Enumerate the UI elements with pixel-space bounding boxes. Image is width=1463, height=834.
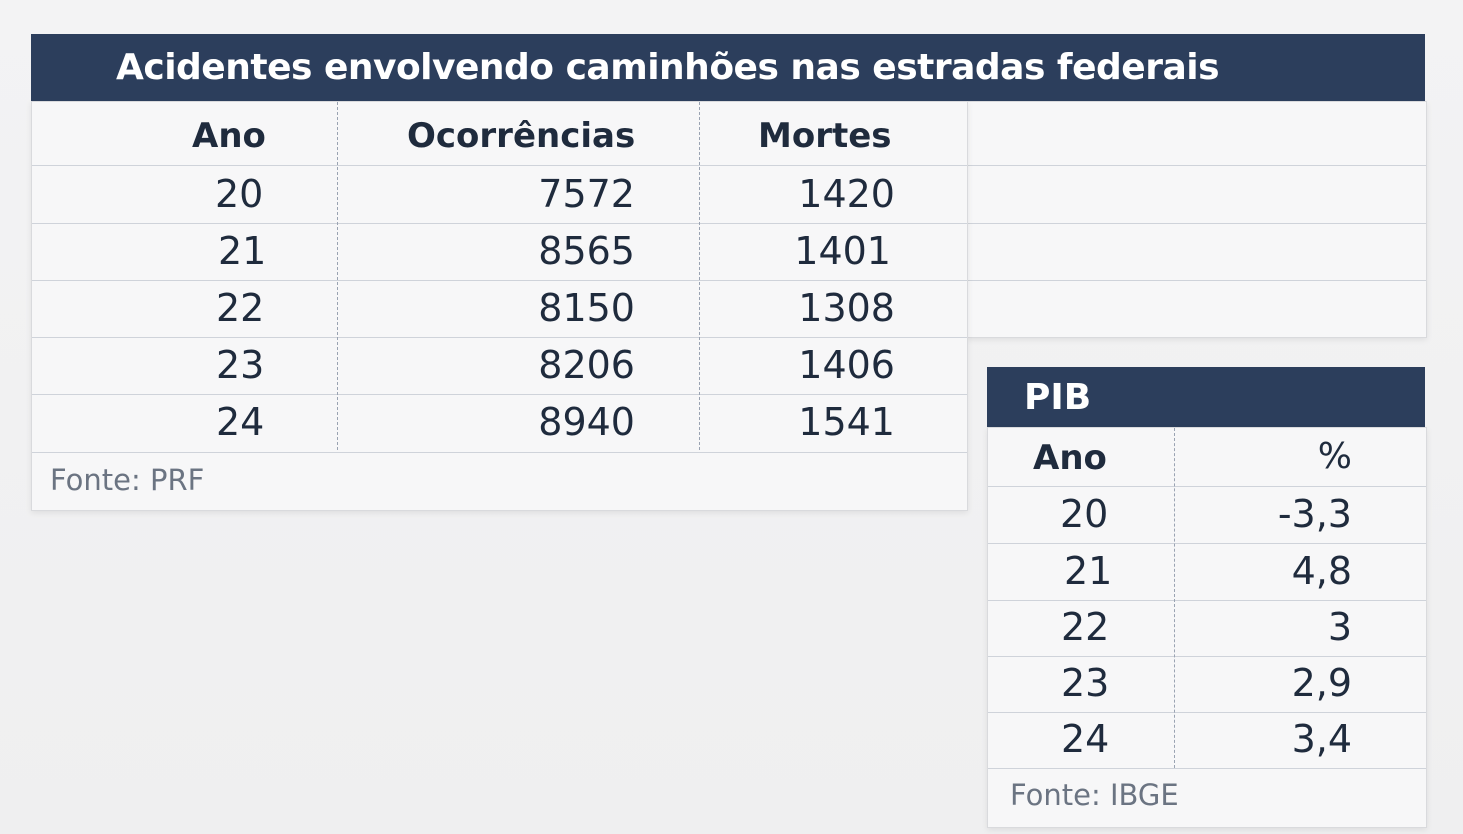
row-divider xyxy=(32,452,967,453)
cell-occurrences: 8206 xyxy=(538,343,635,387)
accidents-title-bar: Acidentes envolvendo caminhões nas estra… xyxy=(31,34,1425,101)
row-divider xyxy=(32,223,967,224)
row-divider xyxy=(32,165,967,166)
row-divider xyxy=(988,486,1426,487)
cell-percent: 3 xyxy=(1327,605,1352,649)
row-divider xyxy=(988,768,1426,769)
header-deaths: Mortes xyxy=(758,116,892,156)
cell-year: 23 xyxy=(1061,661,1110,705)
header-occurrences: Ocorrências xyxy=(407,116,636,156)
cell-deaths: 1406 xyxy=(798,343,895,387)
cell-year: 24 xyxy=(1061,717,1110,761)
row-divider xyxy=(988,600,1426,601)
row-divider xyxy=(968,223,1426,224)
row-divider xyxy=(968,165,1426,166)
column-divider xyxy=(337,102,338,450)
cell-occurrences: 8150 xyxy=(538,286,635,330)
source-note: Fonte: IBGE xyxy=(1010,778,1179,812)
cell-year: 21 xyxy=(218,229,267,273)
cell-percent: -3,3 xyxy=(1277,492,1352,536)
column-divider xyxy=(1174,428,1175,768)
pib-title-bar: PIB xyxy=(987,367,1425,427)
cell-occurrences: 8940 xyxy=(538,400,635,444)
cell-year: 24 xyxy=(216,400,265,444)
header-percent: % xyxy=(1317,436,1352,477)
cell-deaths: 1420 xyxy=(798,172,895,216)
cell-deaths: 1541 xyxy=(798,400,895,444)
row-divider xyxy=(988,712,1426,713)
cell-occurrences: 8565 xyxy=(538,229,635,273)
cell-year: 23 xyxy=(216,343,265,387)
header-year: Ano xyxy=(192,116,266,156)
accidents-table: Ano Ocorrências Mortes 20 7572 1420 21 8… xyxy=(31,101,968,511)
cell-percent: 2,9 xyxy=(1291,661,1352,705)
row-divider xyxy=(988,543,1426,544)
cell-year: 21 xyxy=(1064,549,1113,593)
column-divider xyxy=(699,102,700,450)
row-divider xyxy=(32,280,967,281)
cell-deaths: 1401 xyxy=(794,229,891,273)
cell-year: 22 xyxy=(1061,605,1110,649)
cell-percent: 3,4 xyxy=(1291,717,1352,761)
pib-title: PIB xyxy=(1024,377,1092,418)
row-divider xyxy=(32,394,967,395)
cell-year: 22 xyxy=(216,286,265,330)
cell-occurrences: 7572 xyxy=(538,172,635,216)
pib-table: Ano % 20 -3,3 21 4,8 22 3 23 2,9 24 3,4 … xyxy=(987,427,1427,828)
header-year: Ano xyxy=(1033,438,1107,478)
row-divider xyxy=(32,337,967,338)
cell-year: 20 xyxy=(215,172,264,216)
source-note: Fonte: PRF xyxy=(50,463,205,497)
row-divider xyxy=(968,280,1426,281)
accidents-empty-area xyxy=(967,101,1427,338)
cell-deaths: 1308 xyxy=(798,286,895,330)
row-divider xyxy=(988,656,1426,657)
accidents-title: Acidentes envolvendo caminhões nas estra… xyxy=(116,47,1220,88)
cell-percent: 4,8 xyxy=(1291,549,1352,593)
cell-year: 20 xyxy=(1060,492,1109,536)
